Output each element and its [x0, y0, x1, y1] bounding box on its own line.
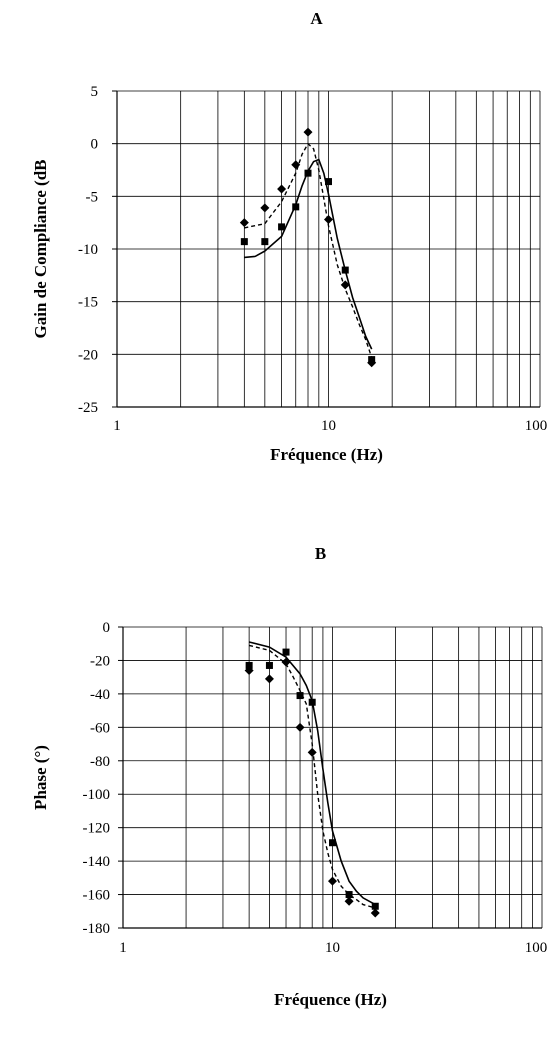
chart-a-diamond-point	[260, 203, 270, 213]
chart-b-series-dashed-line	[248, 644, 376, 909]
chart-b-series-solid-line	[248, 641, 376, 906]
chart-b-square-point	[296, 692, 304, 700]
chart-a-diamond-point	[340, 280, 350, 290]
chart-b-y-tick-label: 0	[103, 620, 111, 636]
chart-b-diamond-point	[328, 876, 337, 886]
chart-a-y-tick-label: -15	[78, 295, 98, 311]
chart-a-series-dashed-line	[244, 142, 373, 358]
chart-b-x-title: Fréquence (Hz)	[274, 990, 387, 1009]
chart-a-x-tick-label: 10	[321, 418, 336, 434]
chart-b-y-tick-label: -60	[90, 720, 110, 736]
chart-b-y-tick-label: -160	[83, 888, 111, 904]
chart-a-x-title: Fréquence (Hz)	[270, 445, 383, 464]
chart-a-diamond-point	[324, 215, 333, 225]
chart-b-diamond-point	[370, 908, 380, 918]
chart-a-x-tick-label: 1	[113, 418, 121, 434]
chart-b-diamond-point	[264, 674, 274, 684]
chart-a-square-point	[240, 238, 248, 246]
chart-b-x-tick-label: 100	[525, 940, 548, 956]
chart-b-y-tick-label: -80	[90, 754, 110, 770]
chart-b-square-point	[329, 839, 336, 847]
chart-a-y-title: Gain de Compliance (dB	[31, 160, 50, 339]
chart-a-square-point	[292, 203, 300, 211]
chart-a-y-tick-label: -20	[78, 347, 98, 363]
chart-a-grid	[116, 90, 541, 408]
chart-a-diamond-point	[367, 358, 377, 368]
chart-b-diamond-point	[307, 747, 317, 757]
chart-b-y-tick-label: -180	[83, 921, 111, 937]
chart-b-square-point	[345, 891, 353, 899]
chart-a: 5 0 -5 -10 -15 -20 -25 1 10 100 A Fréquence (Hz) Gai…	[31, 9, 547, 464]
chart-a-square-point	[261, 238, 269, 246]
chart-b-y-tick-label: -40	[90, 687, 110, 703]
chart-a-x-tick-label: 100	[525, 418, 548, 434]
chart-b-square-point	[282, 648, 290, 656]
chart-b-square-point	[265, 661, 273, 669]
chart-a-y-tick-label: -25	[78, 400, 98, 416]
chart-b-x-tick-label: 10	[325, 940, 340, 956]
chart-b-y-tick-label: -100	[83, 787, 111, 803]
chart-a-square-point	[325, 178, 332, 186]
chart-b-y-tick-label: -120	[83, 821, 111, 837]
chart-a-square-point	[278, 223, 286, 231]
chart-b-square-point	[371, 902, 379, 910]
chart-b: 0 -20 -40 -60 -80 -100 -120 -140 -160 -180 1 10 100 B…	[31, 544, 547, 1009]
chart-b-y-title: Phase (°)	[31, 745, 50, 810]
chart-a-y-tick-label: 5	[91, 84, 99, 100]
chart-a-y-tick-label: 0	[91, 137, 99, 153]
chart-b-diamond-point	[295, 722, 305, 732]
chart-b-diamond-point	[244, 665, 254, 675]
chart-a-y-tick-label: -5	[86, 189, 99, 205]
chart-a-title: A	[310, 9, 323, 28]
chart-a-y-tick-label: -10	[78, 242, 98, 258]
chart-b-square-point	[245, 661, 253, 669]
chart-b-diamond-point	[344, 896, 354, 906]
chart-b-x-tick-label: 1	[119, 940, 127, 956]
chart-b-y-tick-label: -140	[83, 854, 111, 870]
chart-a-diamond-point	[303, 127, 313, 137]
chart-b-title: B	[315, 544, 326, 563]
chart-b-y-tick-label: -20	[90, 653, 110, 669]
chart-a-diamond-point	[277, 184, 287, 194]
chart-a-diamond-point	[239, 218, 249, 228]
chart-a-series-solid-line	[244, 158, 373, 350]
